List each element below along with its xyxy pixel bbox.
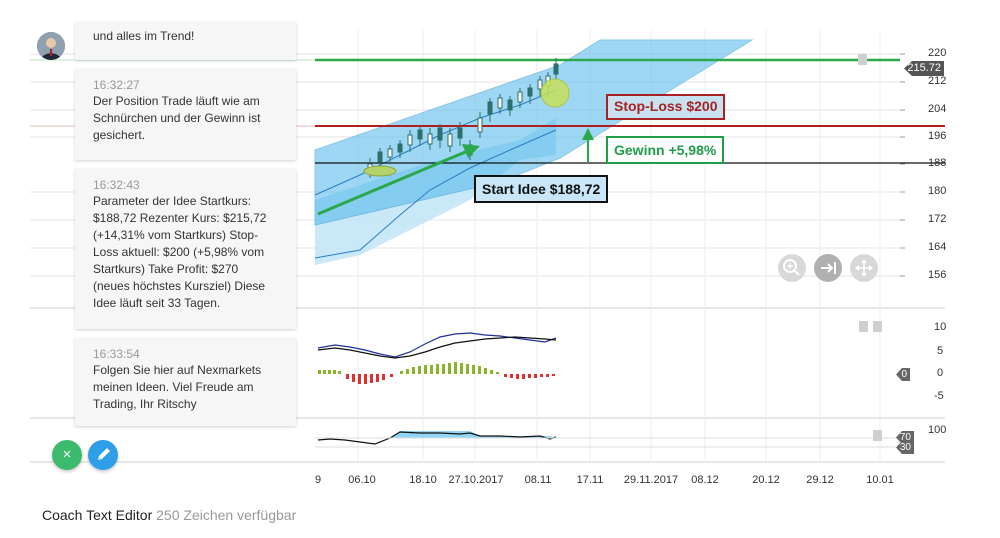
- rsi-line: [317, 431, 557, 445]
- chat-message-time: 16:32:43: [93, 178, 140, 192]
- date-axis-label: 10.01: [866, 474, 894, 486]
- chat-message-time: 16:33:54: [93, 347, 140, 361]
- close-icon: ×: [62, 446, 72, 463]
- panel-move-icon[interactable]: [859, 321, 868, 332]
- macd-axis-label: 10: [934, 321, 947, 333]
- avatar: [37, 32, 65, 60]
- price-axis-label: 188: [928, 157, 947, 169]
- close-button[interactable]: ×: [52, 440, 82, 470]
- rsi-axis-label: 100: [928, 424, 947, 436]
- chat-message-text: und alles im Trend!: [93, 29, 195, 43]
- macd-axis-label: -5: [934, 390, 944, 402]
- date-axis-label: 08.11: [524, 474, 552, 486]
- date-axis-label: 9: [314, 474, 322, 486]
- current-price-marker: [540, 78, 570, 108]
- rsi-upper-tag: 70: [896, 431, 914, 444]
- date-axis-label: 08.12: [691, 474, 719, 486]
- scroll-to-end-icon[interactable]: [814, 254, 842, 282]
- date-axis-label: 06.10: [348, 474, 376, 486]
- chat-message-text: Der Position Trade läuft wie am Schnürch…: [93, 94, 261, 142]
- price-axis-label: 204: [928, 103, 947, 115]
- macd-value-tag: 0: [896, 368, 910, 381]
- price-axis-label: 156: [928, 269, 947, 281]
- chat-message: und alles im Trend!: [75, 22, 296, 60]
- date-axis-label: 29.11.2017: [623, 474, 679, 486]
- pan-icon[interactable]: [850, 254, 878, 282]
- character-counter: 250 Zeichen verfügbar: [156, 507, 297, 523]
- chat-message-time: 16:32:27: [93, 78, 140, 92]
- zoom-in-icon[interactable]: [778, 254, 806, 282]
- date-axis-label: 18.10: [409, 474, 437, 486]
- stop-loss-annotation: Stop-Loss $200: [606, 94, 726, 120]
- price-axis-label: 220: [928, 47, 947, 59]
- macd-axis-label: 5: [937, 345, 944, 357]
- macd-axis-label: 0: [937, 367, 944, 379]
- gain-annotation: Gewinn +5,98%: [606, 136, 725, 164]
- chat-message-text: Folgen Sie hier auf Nexmarkets meinen Id…: [93, 363, 262, 411]
- editor-title: Coach Text Editor: [42, 507, 153, 523]
- price-axis-label: 196: [928, 130, 947, 142]
- user-avatar-icon: [37, 32, 65, 60]
- pencil-icon: [98, 448, 110, 460]
- signal-line: [317, 336, 557, 359]
- chat-message: 16:33:54 Folgen Sie hier auf Nexmarkets …: [75, 338, 296, 426]
- line-handle-icon[interactable]: [858, 54, 867, 65]
- date-axis-label: 20.12: [752, 474, 780, 486]
- start-marker: [363, 165, 397, 177]
- start-annotation: Start Idee $188,72: [474, 175, 609, 203]
- price-axis-label: 212: [928, 75, 947, 87]
- panel-close-icon[interactable]: [873, 430, 882, 441]
- price-axis-label: 164: [928, 241, 947, 253]
- date-axis-label: 29.12: [806, 474, 834, 486]
- macd-histogram: [318, 362, 555, 384]
- price-axis-label: 180: [928, 185, 947, 197]
- chat-message-text: Parameter der Idee Startkurs: $188,72 Re…: [93, 194, 267, 310]
- price-axis-label: 172: [928, 213, 947, 225]
- date-axis-label: 27.10.2017: [448, 474, 504, 486]
- current-price-tag: 215.72: [904, 61, 944, 76]
- date-axis-label: 17.11: [576, 474, 604, 486]
- rsi-lower-tag: 30: [896, 441, 914, 454]
- chat-message: 16:32:43 Parameter der Idee Startkurs: $…: [75, 169, 296, 329]
- gain-arrow: [582, 128, 594, 162]
- panel-close-icon[interactable]: [873, 321, 882, 332]
- edit-button[interactable]: [88, 440, 118, 470]
- chat-message: 16:32:27 Der Position Trade läuft wie am…: [75, 69, 296, 160]
- macd-line: [317, 332, 557, 358]
- trend-arrow: [317, 144, 480, 216]
- footer: Coach Text Editor 250 Zeichen verfügbar: [42, 507, 296, 523]
